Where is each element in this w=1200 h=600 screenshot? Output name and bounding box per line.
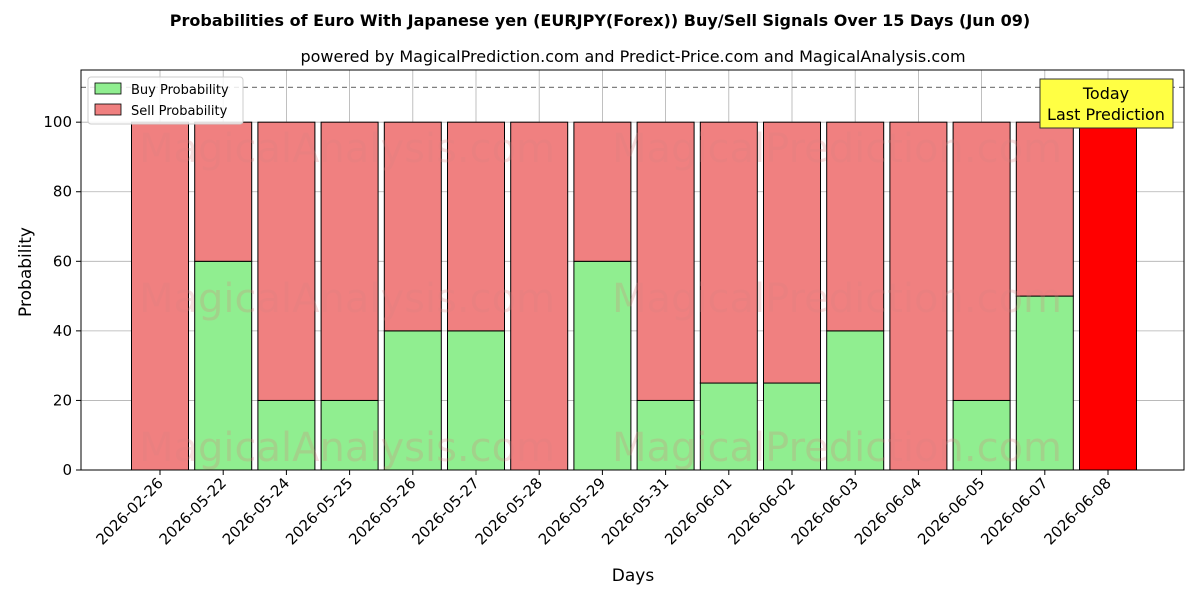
today-label: Today: [1082, 84, 1129, 103]
bar-sell: [383, 121, 442, 332]
chart-subtitle: powered by MagicalPrediction.com and Pre…: [300, 47, 965, 66]
x-axis-ticks: 2026-02-262026-05-222026-05-242026-05-25…: [92, 470, 1115, 548]
x-axis-label: Days: [612, 566, 655, 586]
y-tick-label: 0: [62, 461, 72, 479]
x-tick-label: 2026-06-07: [977, 474, 1051, 548]
bar-sell: [510, 121, 569, 471]
bar-sell: [573, 121, 632, 262]
y-tick-label: 20: [53, 391, 72, 409]
bar-buy: [826, 330, 885, 471]
y-tick-label: 80: [53, 183, 72, 201]
x-tick-label: 2026-05-27: [408, 474, 482, 548]
bar-buy: [636, 399, 695, 471]
y-tick-label: 60: [53, 252, 72, 270]
x-tick-label: 2026-05-31: [598, 474, 672, 548]
watermark-text: MagicalPrediction.com: [612, 276, 1062, 322]
x-tick-label: 2026-06-01: [661, 474, 735, 548]
bar-sell: [763, 121, 821, 384]
bar-sell: [320, 121, 379, 401]
bar-sell: [699, 121, 758, 384]
y-tick-label: 100: [43, 113, 72, 131]
x-tick-label: 2026-05-24: [219, 474, 293, 548]
x-tick-label: 2026-05-26: [345, 474, 419, 548]
today-annotation: Today Last Prediction: [1039, 78, 1174, 129]
bar-buy: [952, 399, 1011, 471]
bar-sell: [889, 121, 948, 471]
legend-swatch-sell: [94, 103, 122, 116]
y-axis-label: Probability: [16, 227, 36, 317]
bar-buy: [699, 382, 758, 471]
watermark-text: MagicalAnalysis.com: [139, 425, 555, 471]
last-prediction-label: Last Prediction: [1047, 105, 1165, 124]
watermark-text: MagicalPrediction.com: [612, 126, 1062, 172]
y-tick-label: 40: [53, 322, 72, 340]
x-tick-label: 2026-06-08: [1040, 474, 1114, 548]
bar-sell: [826, 121, 885, 332]
x-tick-label: 2026-05-29: [535, 474, 609, 548]
x-tick-label: 2026-02-26: [92, 474, 166, 548]
bar-sell: [447, 121, 505, 332]
legend-box: [87, 76, 244, 125]
x-tick-label: 2026-05-25: [282, 474, 356, 548]
bar-buy: [447, 330, 505, 471]
legend-label-sell: Sell Probability: [131, 104, 228, 119]
bars-layer: [131, 121, 1137, 471]
y-axis-ticks: 0 20 40 60 80 100: [43, 113, 81, 479]
bar-buy: [573, 260, 632, 471]
legend-label-buy: Buy Probability: [131, 83, 229, 98]
watermark-text: MagicalAnalysis.com: [139, 126, 555, 172]
x-tick-label: 2026-06-02: [724, 474, 798, 548]
bar-sell: [194, 121, 253, 262]
bar-sell: [257, 121, 316, 401]
x-tick-label: 2026-06-04: [851, 474, 925, 548]
bar-sell: [636, 121, 695, 401]
legend-swatch-buy: [94, 82, 122, 95]
bar-buy: [320, 399, 379, 471]
x-tick-label: 2026-05-28: [472, 474, 546, 548]
watermark-text: MagicalAnalysis.com: [139, 276, 555, 322]
watermark-layer: MagicalAnalysis.com MagicalPrediction.com…: [139, 126, 1062, 471]
bar-sell: [1079, 121, 1137, 471]
x-tick-label: 2026-06-03: [788, 474, 862, 548]
bar-buy: [763, 382, 821, 471]
watermark-text: MagicalPrediction.com: [612, 425, 1062, 471]
x-tick-label: 2026-05-22: [156, 474, 230, 548]
x-tick-label: 2026-06-05: [914, 474, 988, 548]
chart-title: Probabilities of Euro With Japanese yen …: [170, 11, 1030, 30]
today-box: [1039, 78, 1174, 129]
bar-sell: [952, 121, 1011, 401]
plot-frame: [80, 69, 1185, 471]
legend: Buy Probability Sell Probability: [87, 76, 244, 125]
bar-buy: [1015, 295, 1074, 471]
